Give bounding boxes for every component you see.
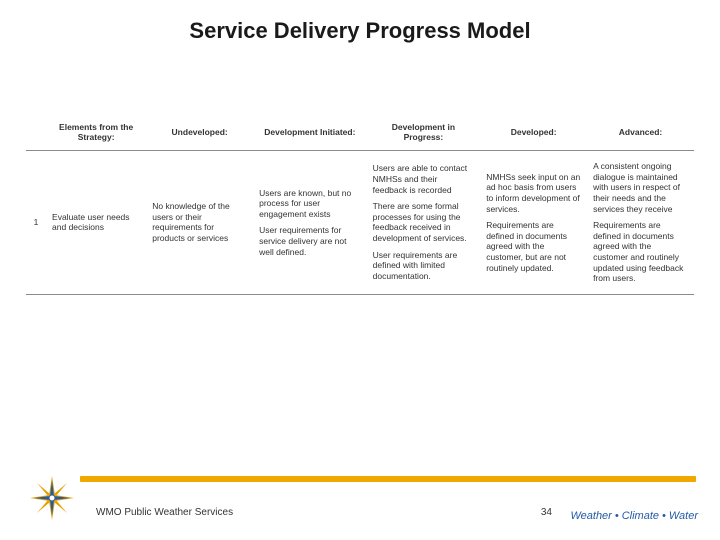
- cell-dev-initiated: Users are known, but no process for user…: [253, 151, 367, 295]
- table-header-row: Elements from the Strategy: Undeveloped:…: [26, 120, 694, 151]
- cell-text: There are some formal processes for usin…: [373, 201, 475, 244]
- accent-bar: [80, 476, 696, 482]
- footer-tagline: Weather•Climate•Water: [570, 510, 698, 522]
- col-header-dev-in-progress: Development in Progress:: [367, 120, 481, 151]
- cell-text: Requirements are defined in documents ag…: [486, 220, 581, 273]
- cell-text: User requirements for service delivery a…: [259, 225, 361, 257]
- row-number: 1: [26, 151, 46, 295]
- page-number: 34: [541, 507, 552, 518]
- cell-text: Requirements are defined in documents ag…: [593, 220, 688, 284]
- cell-dev-in-progress: Users are able to contact NMHSs and thei…: [367, 151, 481, 295]
- tagline-word: Water: [669, 510, 698, 522]
- col-header-developed: Developed:: [480, 120, 587, 151]
- col-header-num: [26, 120, 46, 151]
- tagline-word: Weather: [570, 510, 611, 522]
- compass-logo-icon: [28, 474, 76, 522]
- dot-separator-icon: •: [612, 510, 622, 522]
- page-title: Service Delivery Progress Model: [0, 18, 720, 44]
- slide-footer: WMO Public Weather Services 34 Weather•C…: [0, 440, 720, 540]
- table-row: 1 Evaluate user needs and decisions No k…: [26, 151, 694, 295]
- cell-undeveloped: No knowledge of the users or their requi…: [146, 151, 253, 295]
- col-header-elements: Elements from the Strategy:: [46, 120, 146, 151]
- cell-developed: NMHSs seek input on an ad hoc basis from…: [480, 151, 587, 295]
- col-header-advanced: Advanced:: [587, 120, 694, 151]
- cell-text: A consistent ongoing dialogue is maintai…: [593, 161, 688, 214]
- cell-text: No knowledge of the users or their requi…: [152, 201, 247, 244]
- cell-text: Users are known, but no process for user…: [259, 188, 361, 220]
- tagline-word: Climate: [622, 510, 659, 522]
- col-header-undeveloped: Undeveloped:: [146, 120, 253, 151]
- col-header-dev-initiated: Development Initiated:: [253, 120, 367, 151]
- row-element: Evaluate user needs and decisions: [46, 151, 146, 295]
- cell-text: NMHSs seek input on an ad hoc basis from…: [486, 172, 581, 215]
- dot-separator-icon: •: [659, 510, 669, 522]
- cell-advanced: A consistent ongoing dialogue is maintai…: [587, 151, 694, 295]
- progress-model-table: Elements from the Strategy: Undeveloped:…: [26, 120, 694, 295]
- footer-org: WMO Public Weather Services: [96, 507, 233, 518]
- cell-text: Users are able to contact NMHSs and thei…: [373, 163, 475, 195]
- cell-text: User requirements are defined with limit…: [373, 250, 475, 282]
